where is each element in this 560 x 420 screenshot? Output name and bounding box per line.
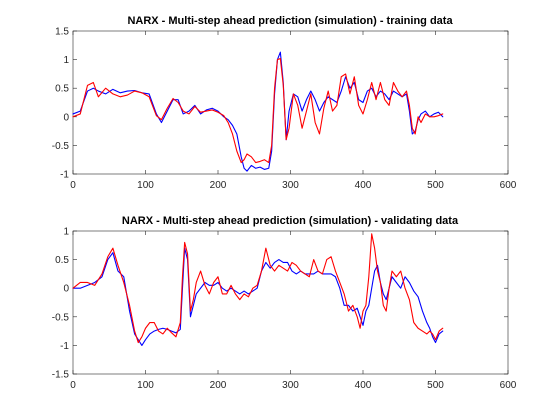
x-ticks-validating: 0 100 200 300 400 500 600: [70, 231, 517, 391]
x-tick-label: 500: [427, 180, 444, 191]
x-tick-label: 400: [355, 380, 372, 391]
x-tick-label: 100: [137, 180, 154, 191]
x-tick-label: 0: [70, 380, 76, 391]
y-ticks-training: -1 -0.5 0 0.5 1 1.5: [52, 27, 508, 181]
x-tick-label: 600: [500, 180, 517, 191]
y-tick-label: -0.5: [52, 141, 70, 152]
x-tick-label: 100: [137, 380, 154, 391]
axes-box-training: [72, 30, 509, 175]
x-tick-label: 200: [210, 180, 227, 191]
plot-title-training: NARX - Multi-step ahead prediction (simu…: [127, 15, 453, 27]
series-line-red: [72, 57, 444, 164]
x-tick-label: 300: [282, 380, 299, 391]
series-group-training: [72, 51, 444, 172]
subplot-training: NARX - Multi-step ahead prediction (simu…: [52, 15, 517, 191]
y-tick-label: -0.5: [52, 312, 70, 323]
series-group-validating: [72, 233, 444, 346]
y-tick-label: 0: [63, 284, 69, 295]
y-tick-label: 0: [63, 112, 69, 123]
y-tick-label: 0.5: [55, 255, 69, 266]
axes-box-validating: [72, 230, 509, 375]
x-tick-label: 600: [500, 380, 517, 391]
y-tick-label: 1: [63, 55, 69, 66]
y-tick-label: 1.5: [55, 27, 69, 38]
x-tick-label: 0: [70, 180, 76, 191]
y-tick-label: -1.5: [52, 370, 70, 381]
y-tick-label: 0.5: [55, 84, 69, 95]
subplot-validating: NARX - Multi-step ahead prediction (simu…: [52, 215, 517, 391]
x-tick-label: 300: [282, 180, 299, 191]
y-tick-label: -1: [60, 170, 69, 181]
series-line-red: [72, 233, 444, 344]
x-tick-label: 500: [427, 380, 444, 391]
plot-title-validating: NARX - Multi-step ahead prediction (simu…: [122, 215, 459, 227]
series-line-blue: [72, 247, 444, 346]
y-tick-label: -1: [60, 341, 69, 352]
x-tick-label: 400: [355, 180, 372, 191]
y-tick-label: 1: [63, 227, 69, 238]
x-ticks-training: 0 100 200 300 400 500 600: [70, 31, 517, 191]
x-tick-label: 200: [210, 380, 227, 391]
y-ticks-validating: -1.5 -1 -0.5 0 0.5 1: [52, 227, 508, 381]
